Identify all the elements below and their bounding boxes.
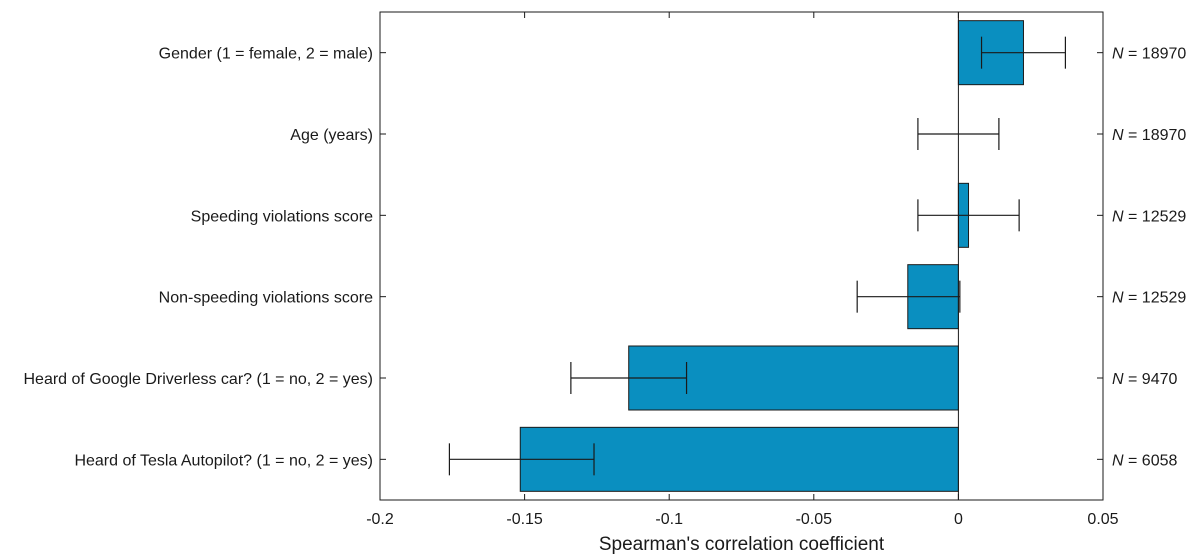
sample-size-prefix: N bbox=[1112, 290, 1124, 307]
sample-size-prefix: N bbox=[1112, 208, 1124, 225]
sample-size-value: = 12529 bbox=[1124, 208, 1187, 225]
category-labels: Gender (1 = female, 2 = male) Age (years)… bbox=[24, 46, 374, 470]
category-label: Heard of Tesla Autopilot? (1 = no, 2 = y… bbox=[74, 452, 373, 469]
ticks-layer: -0.2 -0.15 -0.1 -0.05 0 0.05 bbox=[366, 12, 1119, 528]
x-tick-label: -0.15 bbox=[506, 511, 543, 528]
x-tick-label: -0.05 bbox=[796, 511, 833, 528]
category-label: Heard of Google Driverless car? (1 = no,… bbox=[24, 371, 374, 388]
category-label: Non-speeding violations score bbox=[159, 290, 373, 307]
x-tick-label: 0 bbox=[954, 511, 963, 528]
x-tick-label: -0.1 bbox=[655, 511, 683, 528]
sample-size-value: = 6058 bbox=[1124, 452, 1178, 469]
sample-size-prefix: N bbox=[1112, 127, 1124, 144]
bars-layer bbox=[519, 20, 1024, 492]
sample-size-prefix: N bbox=[1112, 46, 1124, 63]
sample-size-value: = 18970 bbox=[1124, 46, 1187, 63]
sample-size-prefix: N bbox=[1112, 371, 1124, 388]
sample-size-label: N = 18970 bbox=[1112, 127, 1186, 144]
sample-size-label: N = 12529 bbox=[1112, 290, 1186, 307]
category-label: Age (years) bbox=[290, 127, 373, 144]
category-label: Gender (1 = female, 2 = male) bbox=[159, 46, 373, 63]
sample-size-prefix: N bbox=[1112, 452, 1124, 469]
x-tick-label: -0.2 bbox=[366, 511, 394, 528]
category-label: Speeding violations score bbox=[191, 208, 373, 225]
sample-size-label: N = 12529 bbox=[1112, 208, 1186, 225]
sample-size-label: N = 6058 bbox=[1112, 452, 1177, 469]
x-tick-label: 0.05 bbox=[1087, 511, 1118, 528]
x-axis-title: Spearman's correlation coefficient bbox=[599, 534, 885, 555]
sample-size-value: = 18970 bbox=[1124, 127, 1187, 144]
sample-size-label: N = 18970 bbox=[1112, 46, 1186, 63]
error-bars-layer bbox=[448, 36, 1067, 476]
axes-frame bbox=[379, 11, 1104, 501]
sample-size-value: = 12529 bbox=[1124, 290, 1187, 307]
sample-size-label: N = 9470 bbox=[1112, 371, 1177, 388]
sample-size-value: = 9470 bbox=[1124, 371, 1178, 388]
